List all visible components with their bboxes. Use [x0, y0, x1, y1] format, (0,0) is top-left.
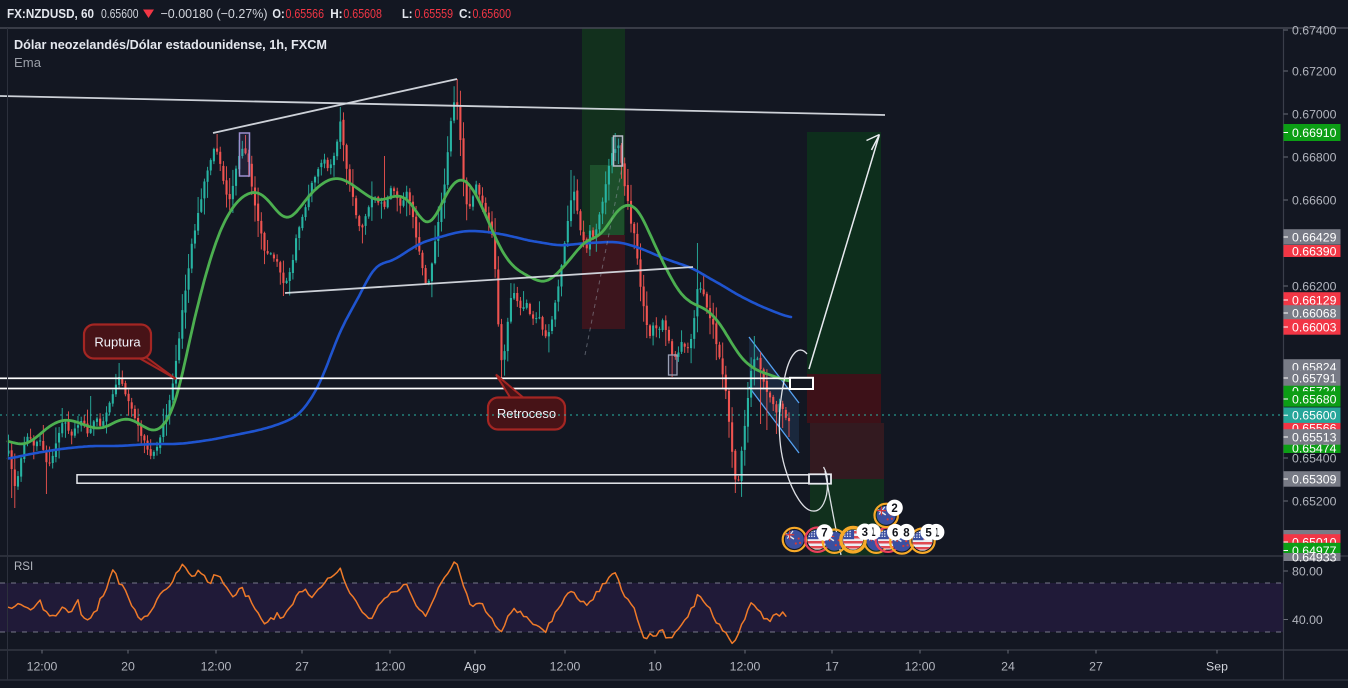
svg-text:RSI: RSI [14, 561, 33, 573]
svg-text:H:: H: [330, 6, 342, 21]
svg-text:0.66003: 0.66003 [1292, 320, 1337, 334]
svg-text:0.65559: 0.65559 [415, 6, 454, 21]
svg-text:6: 6 [892, 527, 898, 539]
svg-text:0.65608: 0.65608 [343, 6, 382, 21]
svg-text:2: 2 [891, 503, 897, 515]
svg-text:Ema: Ema [14, 56, 41, 70]
svg-text:0.66910: 0.66910 [1292, 126, 1337, 140]
svg-text:7: 7 [821, 528, 827, 540]
svg-text:8: 8 [903, 527, 910, 539]
svg-text:0.67000: 0.67000 [1292, 107, 1337, 121]
svg-text:0.66129: 0.66129 [1292, 293, 1337, 307]
svg-text:0.67200: 0.67200 [1292, 64, 1337, 78]
svg-text:0.66600: 0.66600 [1292, 193, 1337, 207]
svg-text:0.65600: 0.65600 [473, 6, 512, 21]
svg-text:L:: L: [402, 6, 413, 21]
svg-text:5: 5 [925, 527, 932, 539]
svg-text:0.65400: 0.65400 [1292, 451, 1337, 465]
svg-text:12:00: 12:00 [550, 660, 581, 674]
svg-text:0.66200: 0.66200 [1292, 279, 1337, 293]
svg-text:−0.00180 (−0.27%): −0.00180 (−0.27%) [161, 6, 268, 21]
svg-text:0.65513: 0.65513 [1292, 430, 1337, 444]
svg-text:0.65474: 0.65474 [1292, 441, 1337, 455]
svg-text:0.65200: 0.65200 [1292, 494, 1337, 508]
svg-text:17: 17 [825, 660, 839, 674]
svg-text:Ruptura: Ruptura [94, 335, 141, 350]
svg-text:40.00: 40.00 [1292, 613, 1323, 627]
svg-text:12:00: 12:00 [27, 660, 58, 674]
svg-text:0.65600: 0.65600 [1292, 409, 1337, 423]
svg-text:3: 3 [862, 527, 868, 539]
svg-text:0.65566: 0.65566 [286, 6, 325, 21]
svg-text:FX:NZDUSD, 60: FX:NZDUSD, 60 [7, 6, 94, 21]
svg-text:C:: C: [459, 6, 471, 21]
svg-text:12:00: 12:00 [905, 660, 936, 674]
svg-text:0.65309: 0.65309 [1292, 472, 1337, 486]
svg-text:Retroceso: Retroceso [497, 406, 556, 421]
svg-text:12:00: 12:00 [201, 660, 232, 674]
svg-text:0.65791: 0.65791 [1292, 371, 1337, 385]
svg-text:80.00: 80.00 [1292, 564, 1323, 578]
svg-text:20: 20 [121, 660, 135, 674]
svg-text:0.66800: 0.66800 [1292, 150, 1337, 164]
svg-text:O:: O: [272, 6, 284, 21]
svg-text:10: 10 [648, 660, 662, 674]
svg-text:12:00: 12:00 [730, 660, 761, 674]
svg-text:27: 27 [1089, 660, 1103, 674]
svg-text:Ago: Ago [464, 660, 486, 674]
svg-text:12:00: 12:00 [375, 660, 406, 674]
svg-text:0.66068: 0.66068 [1292, 306, 1337, 320]
svg-text:0.67400: 0.67400 [1292, 23, 1337, 37]
svg-text:0.65600: 0.65600 [101, 6, 139, 21]
svg-text:0.64933: 0.64933 [1292, 550, 1337, 564]
svg-text:Dólar neozelandés/Dólar estado: Dólar neozelandés/Dólar estadounidense, … [14, 37, 327, 52]
svg-text:0.65680: 0.65680 [1292, 392, 1337, 406]
svg-text:24: 24 [1001, 660, 1015, 674]
svg-text:Sep: Sep [1206, 660, 1228, 674]
svg-text:0.66429: 0.66429 [1292, 230, 1337, 244]
svg-text:0.66390: 0.66390 [1292, 244, 1337, 258]
svg-text:27: 27 [295, 660, 309, 674]
